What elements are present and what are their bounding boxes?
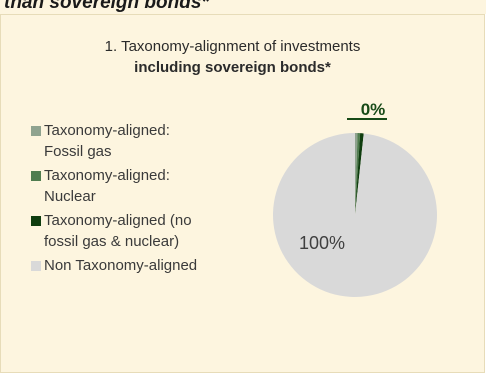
legend-label-line1: Non Taxonomy-aligned <box>44 257 198 274</box>
pie-slice <box>355 133 361 215</box>
chart-subtitle: including sovereign bonds* <box>134 59 331 76</box>
legend-item: Taxonomy-aligned: Nuclear <box>31 165 284 207</box>
legend-item: Non Taxonomy-aligned <box>31 255 284 276</box>
chart-title-block: 1. Taxonomy-alignment of investments inc… <box>0 36 465 78</box>
legend-label-line1: Taxonomy-aligned: <box>44 167 170 184</box>
legend-label-line1: Taxonomy-aligned: <box>44 122 170 139</box>
legend-swatch <box>31 126 41 136</box>
pie-slice <box>273 133 437 297</box>
legend-swatch <box>31 261 41 271</box>
legend-label-line2: Fossil gas <box>44 143 112 160</box>
pie-data-label: 0% <box>361 100 386 119</box>
chart-legend: Taxonomy-aligned: Fossil gas Taxonomy-al… <box>31 120 284 279</box>
pie-slice <box>355 133 364 215</box>
top-band: than sovereign bonds* <box>0 0 486 14</box>
legend-swatch <box>31 171 41 181</box>
legend-item: Taxonomy-aligned (no fossil gas & nuclea… <box>31 210 284 252</box>
legend-label-line2: fossil gas & nuclear) <box>44 233 180 250</box>
legend-item: Taxonomy-aligned: Fossil gas <box>31 120 284 162</box>
page-caption: than sovereign bonds* <box>4 0 209 13</box>
chart-title: 1. Taxonomy-alignment of investments <box>104 38 361 55</box>
legend-swatch <box>31 216 41 226</box>
pie-data-label: 100% <box>299 233 345 253</box>
legend-label-line2: Nuclear <box>44 188 96 205</box>
legend-label-line1: Taxonomy-aligned (no <box>44 212 192 229</box>
pie-slice <box>355 133 358 215</box>
